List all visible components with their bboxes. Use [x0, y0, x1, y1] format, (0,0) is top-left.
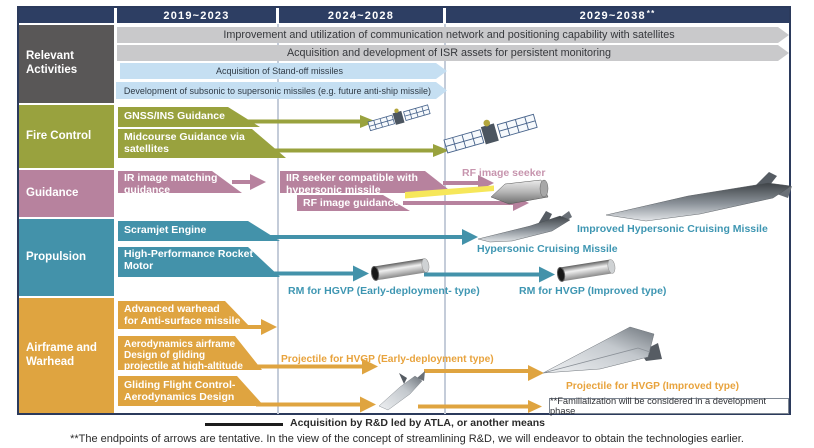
ir-banner-label: IR image matching guidance [124, 172, 218, 196]
bar-satellite-network: Improvement and utilization of communica… [117, 27, 789, 43]
aero-banner-label: Aerodynamics airframe Design of gliding … [124, 339, 243, 372]
warhead-banner-label: Advanced warhead for Anti-surface missil… [124, 303, 241, 327]
improved-hcm-label: Improved Hypersonic Cruising Missile [577, 223, 768, 235]
iir-banner-label: IIR seeker compatible with hypersonic mi… [286, 172, 418, 196]
category-relevant-activities: Relevant Activities [19, 25, 114, 103]
scramjet-banner-label: Scramjet Engine [124, 224, 207, 236]
header-period-3-text: 2029~2038 [579, 9, 646, 22]
footnote-text: **The endpoints of arrows are tentative.… [70, 433, 744, 445]
header-period-1: 2019~2023 [117, 8, 276, 23]
rm-improved-label: RM for HVGP (Improved type) [519, 285, 667, 297]
rf-image-seeker-label: RF image seeker [462, 167, 546, 179]
column-divider-1 [277, 24, 279, 414]
category-airframe-warhead: Airframe and Warhead [19, 298, 114, 413]
legend-line [205, 423, 283, 426]
projectile-early-label: Projectile for HVGP (Early-deployment ty… [281, 354, 494, 365]
gnss-banner-label: GNSS/INS Guidance [124, 110, 225, 122]
midcourse-banner-label: Midcourse Guidance via satellites [124, 131, 245, 155]
hypersonic-cruising-missile-label: Hypersonic Cruising Missile [477, 243, 618, 255]
header-period-3: 2029~2038 ** [446, 8, 789, 23]
gliding-banner-label: Gliding Flight Control- Aerodynamics Des… [124, 379, 236, 403]
category-guidance: Guidance [19, 170, 114, 217]
header-corner-cell [19, 8, 114, 23]
header-period-3-asterisks: ** [646, 9, 656, 18]
rm-early-label: RM for HGVP (Early-deployment- type) [288, 285, 480, 297]
header-period-2: 2024~2028 [279, 8, 443, 23]
rf-banner-label: RF image guidance [303, 197, 400, 209]
bar-isr-assets: Acquisition and development of ISR asset… [117, 45, 789, 61]
familialization-note: **Familialization will be considered in … [549, 396, 789, 416]
rocket-banner-label: High-Performance Rocket Motor [124, 248, 253, 272]
category-fire-control: Fire Control [19, 105, 114, 168]
column-divider-2 [444, 24, 446, 414]
category-propulsion: Propulsion [19, 219, 114, 296]
legend-text: Acquisition by R&D led by ATLA, or anoth… [290, 417, 545, 429]
bar-standoff-missiles: Acquisition of Stand-off missiles [120, 63, 447, 79]
bar-subsonic-missiles: Development of subsonic to supersonic mi… [116, 82, 447, 99]
projectile-improved-label: Projectile for HVGP (Improved type) [566, 381, 740, 392]
